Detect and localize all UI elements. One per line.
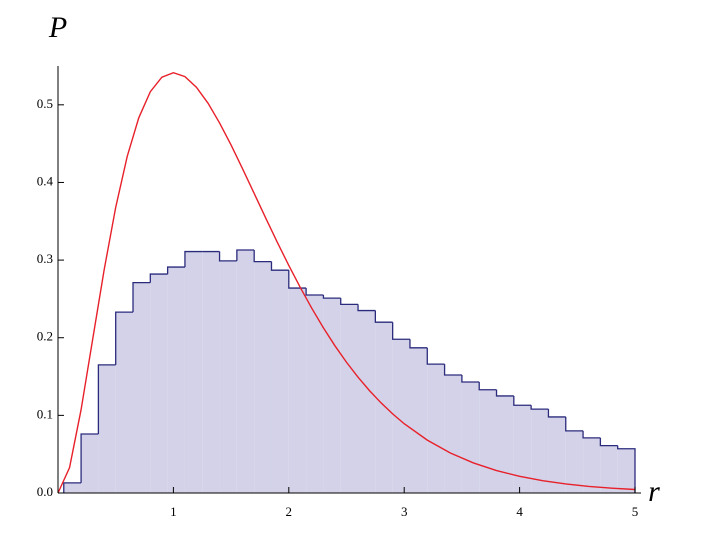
histogram-step bbox=[270, 261, 289, 271]
histogram-step bbox=[184, 250, 203, 268]
histogram-step bbox=[63, 482, 82, 493]
histogram-step bbox=[513, 395, 532, 406]
histogram-bar bbox=[392, 339, 410, 493]
histogram-bar bbox=[98, 364, 116, 493]
histogram-step bbox=[218, 251, 237, 262]
histogram-bar bbox=[583, 437, 601, 493]
histogram-step bbox=[97, 364, 116, 434]
histogram-step bbox=[305, 288, 324, 296]
histogram-bar bbox=[409, 347, 428, 493]
histogram-step bbox=[236, 249, 255, 261]
histogram-bar bbox=[496, 395, 514, 493]
histogram-bar bbox=[617, 448, 635, 493]
histogram-step bbox=[322, 295, 341, 299]
histogram-bar bbox=[167, 267, 185, 493]
histogram-step bbox=[288, 270, 307, 289]
histogram-bar bbox=[531, 409, 549, 493]
histogram-bar bbox=[115, 312, 134, 493]
y-tick-label: 0.4 bbox=[37, 173, 54, 188]
histogram-step bbox=[582, 430, 601, 439]
x-tick-label: 4 bbox=[516, 504, 523, 519]
histogram-step bbox=[617, 445, 636, 493]
histogram-bar bbox=[358, 310, 376, 493]
histogram-bar bbox=[427, 364, 445, 493]
histogram-bar bbox=[271, 270, 289, 493]
histogram-bar bbox=[133, 282, 151, 493]
histogram-bar bbox=[513, 405, 532, 493]
histogram-bar bbox=[600, 445, 618, 493]
histogram-step bbox=[340, 298, 359, 305]
histogram-step bbox=[357, 304, 376, 312]
x-tick-label: 3 bbox=[401, 504, 408, 519]
histogram-bar bbox=[288, 288, 307, 493]
x-tick-label: 2 bbox=[286, 504, 293, 519]
histogram-step bbox=[443, 364, 462, 376]
histogram-step bbox=[599, 437, 618, 447]
histogram-step bbox=[166, 266, 185, 275]
histogram-bar bbox=[565, 430, 584, 493]
x-tick-label: 5 bbox=[632, 504, 639, 519]
histogram-bar bbox=[236, 249, 255, 493]
histogram-step bbox=[374, 310, 393, 323]
y-tick-label: 0.0 bbox=[37, 484, 53, 499]
curve bbox=[57, 72, 636, 494]
histogram-step bbox=[461, 374, 480, 383]
y-tick-label: 0.5 bbox=[37, 96, 53, 111]
x-tick-label: 1 bbox=[170, 504, 177, 519]
histogram-bar bbox=[184, 251, 203, 493]
histogram-bar bbox=[81, 433, 99, 493]
histogram-step bbox=[565, 416, 584, 432]
histogram-step bbox=[409, 339, 428, 349]
x-axis-label: r bbox=[648, 475, 660, 508]
histogram-bar bbox=[340, 304, 359, 493]
histogram-bar bbox=[479, 389, 497, 493]
histogram-step bbox=[149, 273, 168, 283]
histogram-bar bbox=[219, 260, 237, 493]
histogram-bar bbox=[150, 274, 168, 493]
histogram-step bbox=[478, 381, 497, 391]
histogram-step bbox=[392, 322, 410, 340]
histogram-bar bbox=[63, 482, 82, 493]
y-tick-label: 0.1 bbox=[37, 406, 53, 421]
histogram-bar bbox=[548, 416, 566, 493]
histogram-bar bbox=[254, 261, 272, 493]
y-tick-label: 0.2 bbox=[37, 329, 53, 344]
histogram-step bbox=[132, 281, 151, 313]
histogram-step bbox=[80, 433, 99, 483]
histogram-step bbox=[115, 311, 134, 365]
histogram-step bbox=[495, 389, 514, 397]
histogram-bar bbox=[323, 298, 341, 493]
histogram-bar bbox=[375, 322, 393, 493]
histogram-step bbox=[547, 409, 566, 418]
histogram-step bbox=[530, 405, 549, 410]
histogram-bar bbox=[444, 374, 462, 493]
histogram-bar bbox=[461, 381, 480, 493]
histogram-bar bbox=[202, 251, 220, 493]
y-axis-label: P bbox=[48, 11, 67, 44]
y-tick-label: 0.3 bbox=[37, 251, 53, 266]
histogram-bar bbox=[306, 295, 324, 493]
histogram-step bbox=[253, 249, 272, 263]
histogram-step bbox=[426, 347, 445, 365]
